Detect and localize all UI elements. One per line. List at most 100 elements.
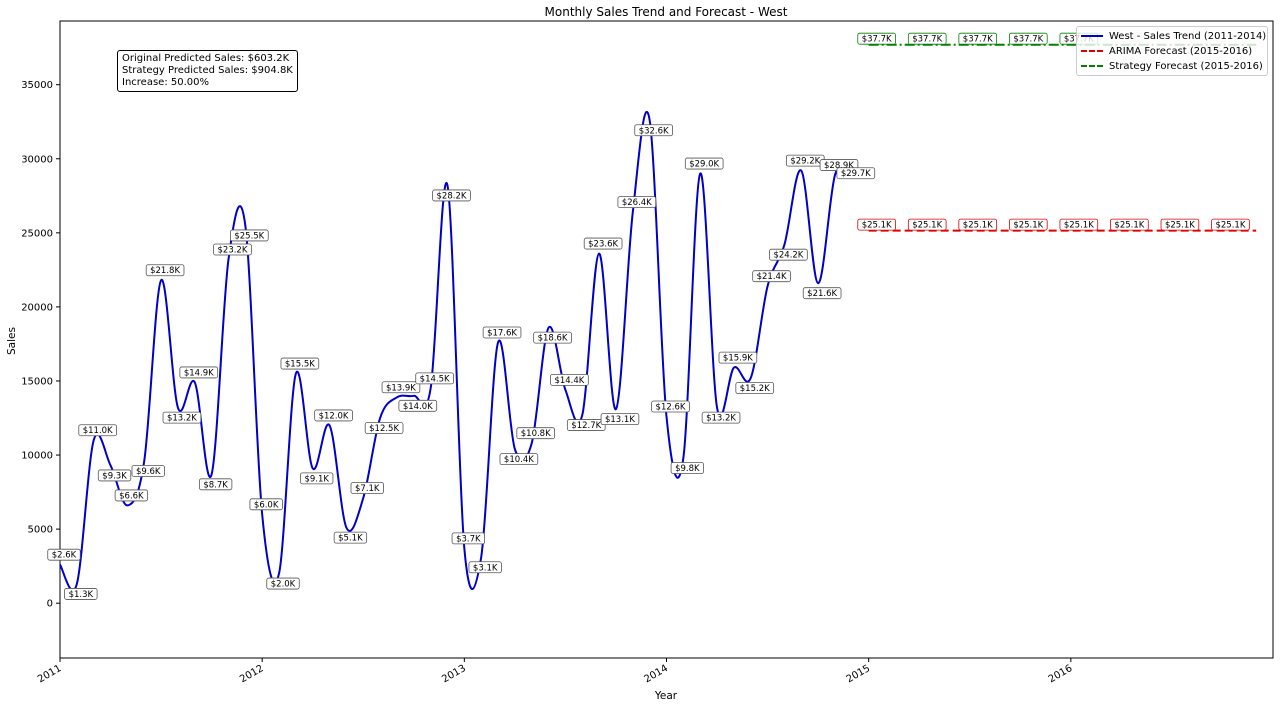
data-label-box: [600, 413, 640, 426]
strategy-label-box: [857, 32, 896, 45]
strategy-label: $37.7K: [912, 35, 942, 45]
data-label-box: [836, 167, 876, 180]
data-label: $29.7K: [841, 169, 871, 179]
data-label: $11.0K: [83, 426, 113, 436]
data-label: $28.9K: [824, 161, 854, 171]
data-label: $21.8K: [150, 266, 180, 276]
y-tick-label: 35000: [21, 80, 53, 91]
legend-label-strategy: Strategy Forecast (2015-2016): [1109, 60, 1263, 72]
data-label: $29.2K: [790, 157, 820, 167]
data-label-box: [230, 229, 269, 242]
legend-swatch-strategy: [1081, 65, 1103, 67]
legend-item-arima: ARIMA Forecast (2015-2016): [1081, 44, 1252, 58]
data-label: $9.3K: [102, 471, 127, 481]
legend-item-sales: West - Sales Trend (2011-2014): [1081, 29, 1266, 43]
data-label-box: [432, 189, 471, 202]
y-tick-label: 15000: [21, 376, 53, 387]
data-label: $14.9K: [184, 368, 214, 378]
data-label-box: [162, 411, 202, 424]
data-label: $8.7K: [203, 480, 228, 490]
x-axis-label: Year: [654, 690, 678, 702]
summary-line-strategy: Strategy Predicted Sales: $904.8K: [122, 65, 293, 76]
prediction-summary-box: Original Predicted Sales: $603.2K Strate…: [117, 50, 298, 92]
data-label-box: [533, 331, 572, 344]
data-label: $10.8K: [521, 429, 551, 439]
data-label-box: [651, 400, 690, 413]
data-label-box: [684, 157, 724, 170]
x-tick-label: 2012: [238, 663, 266, 685]
summary-line-increase: Increase: 50.00%: [122, 77, 209, 88]
legend-item-strategy: Strategy Forecast (2015-2016): [1081, 59, 1263, 73]
data-label-box: [131, 465, 165, 477]
data-label-box: [364, 422, 404, 434]
data-label-box: [350, 482, 384, 494]
data-label-box: [179, 366, 219, 379]
data-label-box: [333, 531, 368, 544]
plot-frame: [59, 20, 1274, 659]
data-label: $15.9K: [723, 354, 753, 364]
data-label: $12.5K: [369, 424, 399, 434]
data-label: $9.8K: [675, 464, 700, 474]
data-label-box: [381, 381, 421, 394]
data-label-box: [78, 424, 117, 437]
arima-label: $25.1K: [1165, 221, 1195, 231]
data-label-box: [47, 548, 81, 561]
summary-line-original: Original Predicted Sales: $603.2K: [122, 53, 290, 64]
arima-label-box: [1059, 218, 1099, 231]
strategy-label: $37.7K: [963, 35, 993, 45]
data-label-box: [300, 472, 334, 485]
arima-label-box: [857, 218, 896, 231]
data-label: $2.0K: [271, 580, 296, 590]
data-label: $15.5K: [285, 360, 315, 370]
data-label: $12.0K: [319, 411, 349, 421]
arima-label-box: [1211, 218, 1250, 231]
data-label: $13.2K: [167, 414, 197, 424]
data-label-box: [516, 427, 556, 440]
data-label-box: [670, 462, 704, 474]
legend-label-arima: ARIMA Forecast (2015-2016): [1109, 45, 1253, 57]
y-tick-label: 25000: [21, 228, 53, 239]
data-label-box: [213, 243, 252, 256]
chart-legend: West - Sales Trend (2011-2014) ARIMA For…: [1076, 26, 1268, 76]
legend-swatch-sales: [1081, 35, 1103, 37]
arima-label-box: [958, 218, 998, 231]
data-label-box: [634, 124, 673, 137]
data-label: $9.6K: [136, 467, 161, 477]
data-label-box: [64, 588, 98, 600]
data-label-box: [398, 399, 438, 412]
data-label: $6.6K: [119, 491, 144, 501]
data-label: $21.4K: [757, 272, 787, 282]
data-label-box: [249, 498, 283, 511]
data-label: $23.2K: [218, 246, 248, 256]
data-label: $21.6K: [807, 289, 837, 299]
x-tick-label: 2016: [1047, 663, 1075, 685]
data-label-box: [266, 577, 300, 590]
data-label: $23.6K: [588, 240, 618, 250]
strategy-label-box: [958, 32, 998, 45]
data-label-box: [314, 409, 353, 422]
y-tick-label: 0: [47, 599, 53, 610]
data-label-box: [97, 469, 132, 482]
x-tick-label: 2013: [440, 663, 468, 685]
data-label-box: [735, 382, 775, 394]
data-label: $14.5K: [420, 374, 450, 384]
y-tick-label: 10000: [21, 451, 53, 462]
data-label-box: [482, 326, 522, 339]
strategy-label: $37.7K: [1013, 35, 1043, 45]
data-label: $13.2K: [706, 414, 736, 424]
data-label-box: [701, 411, 741, 424]
arima-label: $25.1K: [912, 221, 942, 231]
y-tick-label: 5000: [28, 525, 53, 536]
data-label-box: [718, 351, 758, 364]
data-label: $24.2K: [773, 251, 803, 261]
arima-label: $25.1K: [862, 221, 892, 231]
data-label: $12.6K: [656, 403, 686, 413]
data-label: $12.7K: [571, 421, 601, 431]
data-label: $18.6K: [538, 334, 568, 344]
legend-label-sales: West - Sales Trend (2011-2014): [1109, 30, 1267, 42]
arima-label-box: [1008, 218, 1048, 231]
data-label-box: [415, 372, 454, 385]
data-label-box: [566, 419, 606, 431]
legend-swatch-arima: [1081, 50, 1103, 52]
arima-label: $25.1K: [1114, 221, 1144, 231]
